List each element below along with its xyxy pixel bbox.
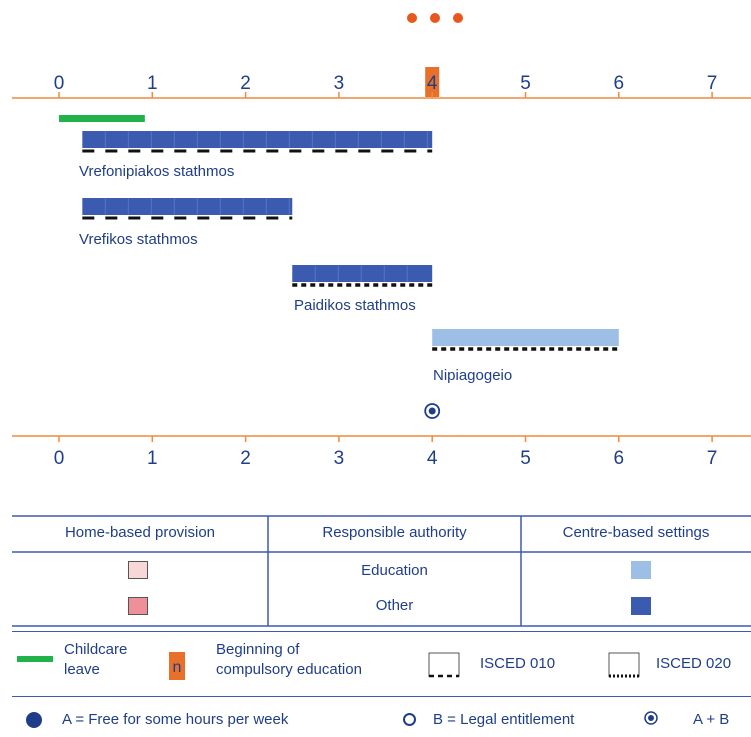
centre-education-swatch bbox=[631, 561, 651, 579]
axis-tick-label-top: 6 bbox=[614, 73, 625, 94]
bar-label-vrefikos: Vrefikos stathmos bbox=[79, 231, 198, 248]
legend-divider-top bbox=[12, 631, 751, 632]
centre-other-swatch bbox=[631, 597, 651, 615]
compulsory-box-letter: n bbox=[172, 659, 182, 676]
entitlement-marker-outer bbox=[424, 403, 441, 419]
childcare-leave-label-2: leave bbox=[64, 661, 100, 678]
legal-entitlement-label: B = Legal entitlement bbox=[433, 711, 575, 728]
row-education-label: Education bbox=[361, 562, 428, 579]
compulsory-education-swatch: n bbox=[169, 652, 185, 680]
header-responsible-authority: Responsible authority bbox=[322, 524, 467, 541]
bar-label-paidikos: Paidikos stathmos bbox=[294, 297, 416, 314]
axis-tick-label-bottom: 7 bbox=[707, 448, 718, 469]
header-home-based: Home-based provision bbox=[64, 524, 216, 541]
a-plus-b-label: A + B bbox=[693, 711, 730, 728]
compulsory-label-2: compulsory education bbox=[216, 661, 362, 678]
legend-divider-bottom bbox=[12, 696, 751, 697]
axis-tick-label-top: 2 bbox=[240, 73, 251, 94]
compulsory-age-marker bbox=[425, 67, 440, 97]
axis-tick-label-top: 1 bbox=[147, 73, 158, 94]
free-hours-label: A = Free for some hours per week bbox=[62, 711, 289, 728]
axis-tick-label-bottom: 0 bbox=[54, 448, 65, 469]
isced020-label: ISCED 020 bbox=[656, 655, 732, 672]
isced020-icon bbox=[608, 652, 640, 678]
childcare-leave-label-1: Childcare bbox=[64, 641, 128, 658]
bar-label-vrefonipiakos: Vrefonipiakos stathmos bbox=[79, 163, 235, 180]
filled-dot-icon bbox=[26, 712, 42, 728]
isced010-label: ISCED 010 bbox=[480, 655, 556, 672]
childcare-leave-bar bbox=[59, 115, 145, 122]
axis-tick-label-bottom: 6 bbox=[614, 448, 625, 469]
home-other-swatch bbox=[128, 597, 148, 615]
axis-tick-label-top: 5 bbox=[520, 73, 531, 94]
header-centre-based: Centre-based settings bbox=[562, 524, 710, 541]
isced010-icon bbox=[428, 652, 460, 678]
authority-legend-table: Home-based provision Responsible authori… bbox=[12, 515, 751, 627]
childcare-leave-swatch bbox=[17, 656, 53, 662]
setting-bar bbox=[82, 198, 293, 215]
row-other-label: Other bbox=[375, 597, 414, 614]
bar-label-nipiagogeio: Nipiagogeio bbox=[433, 367, 513, 384]
age-timeline-diagram: 0 1 2 3 4 5 6 7 0 1 2 3 4 5 6 7 bbox=[12, 67, 751, 469]
axis-tick-label-top: 4 bbox=[427, 73, 438, 94]
axis-tick-label-bottom: 2 bbox=[240, 448, 251, 469]
setting-bar bbox=[82, 131, 433, 148]
target-dot-icon bbox=[644, 711, 658, 725]
axis-tick-label-top: 7 bbox=[707, 73, 718, 94]
axis-tick-label-bottom: 3 bbox=[334, 448, 345, 469]
axis-tick-label-bottom: 4 bbox=[427, 448, 438, 469]
setting-bar bbox=[432, 329, 619, 346]
axis-tick-label-top: 3 bbox=[334, 73, 345, 94]
compulsory-label-1: Beginning of bbox=[216, 641, 300, 658]
menu-dots-icon bbox=[402, 11, 468, 23]
hollow-dot-icon bbox=[403, 713, 416, 726]
setting-bar bbox=[292, 265, 433, 282]
axis-tick-label-top: 0 bbox=[54, 73, 65, 94]
home-education-swatch bbox=[128, 561, 148, 579]
axis-tick-label-bottom: 5 bbox=[520, 448, 531, 469]
entitlement-marker-inner bbox=[428, 407, 436, 415]
axis-tick-label-bottom: 1 bbox=[147, 448, 158, 469]
